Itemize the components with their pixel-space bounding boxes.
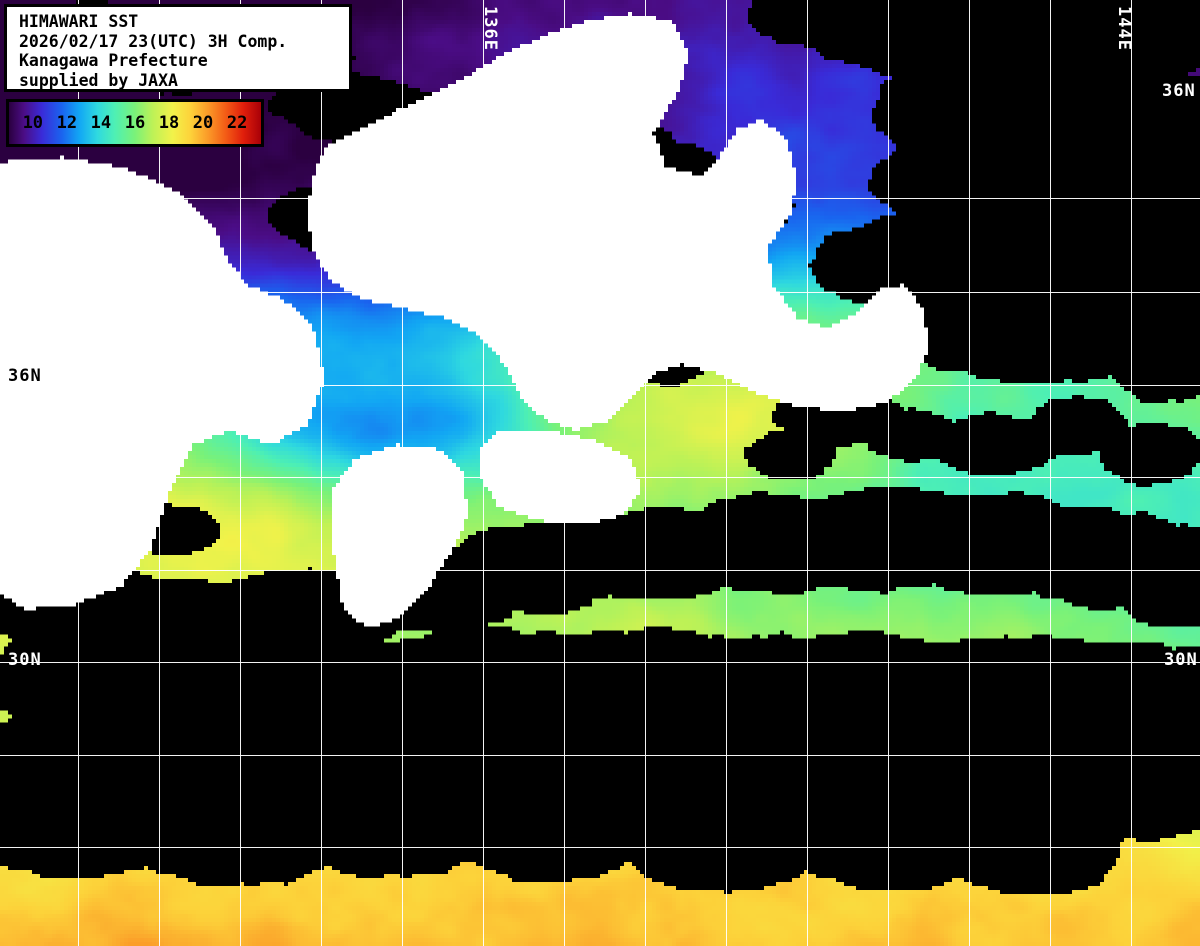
lat-label-30n-left: 30N bbox=[8, 650, 42, 670]
title-line-provider: Kanagawa Prefecture bbox=[19, 51, 208, 70]
title-line-timestamp: 2026/02/17 23(UTC) 3H Comp. bbox=[19, 31, 288, 51]
colorbar-tick-14: 14 bbox=[90, 112, 112, 133]
sst-colorbar: 10 12 14 16 18 20 22 bbox=[6, 99, 264, 147]
lat-label-36n-right: 36N bbox=[1162, 81, 1196, 101]
colorbar-tick-20: 20 bbox=[192, 112, 214, 133]
colorbar-tick-labels: 10 12 14 16 18 20 22 bbox=[9, 102, 261, 144]
colorbar-tick-12: 12 bbox=[56, 112, 78, 133]
colorbar-tick-18: 18 bbox=[158, 112, 180, 133]
colorbar-gradient-ramp bbox=[9, 102, 261, 144]
lon-label-144e: 144E bbox=[1114, 6, 1134, 51]
title-line-source: supplied by JAXA bbox=[19, 70, 178, 90]
colorbar-tick-10: 10 bbox=[22, 112, 44, 133]
lon-label-136e: 136E bbox=[480, 6, 500, 51]
lat-label-36n-left: 36N bbox=[8, 366, 42, 386]
title-line-product: HIMAWARI SST bbox=[19, 12, 139, 31]
colorbar-tick-16: 16 bbox=[124, 112, 146, 133]
title-annotation-box: HIMAWARI SST 2026/02/17 23(UTC) 3H Comp.… bbox=[4, 4, 352, 92]
lat-label-30n-right: 30N bbox=[1164, 650, 1198, 670]
colorbar-tick-22: 22 bbox=[226, 112, 248, 133]
